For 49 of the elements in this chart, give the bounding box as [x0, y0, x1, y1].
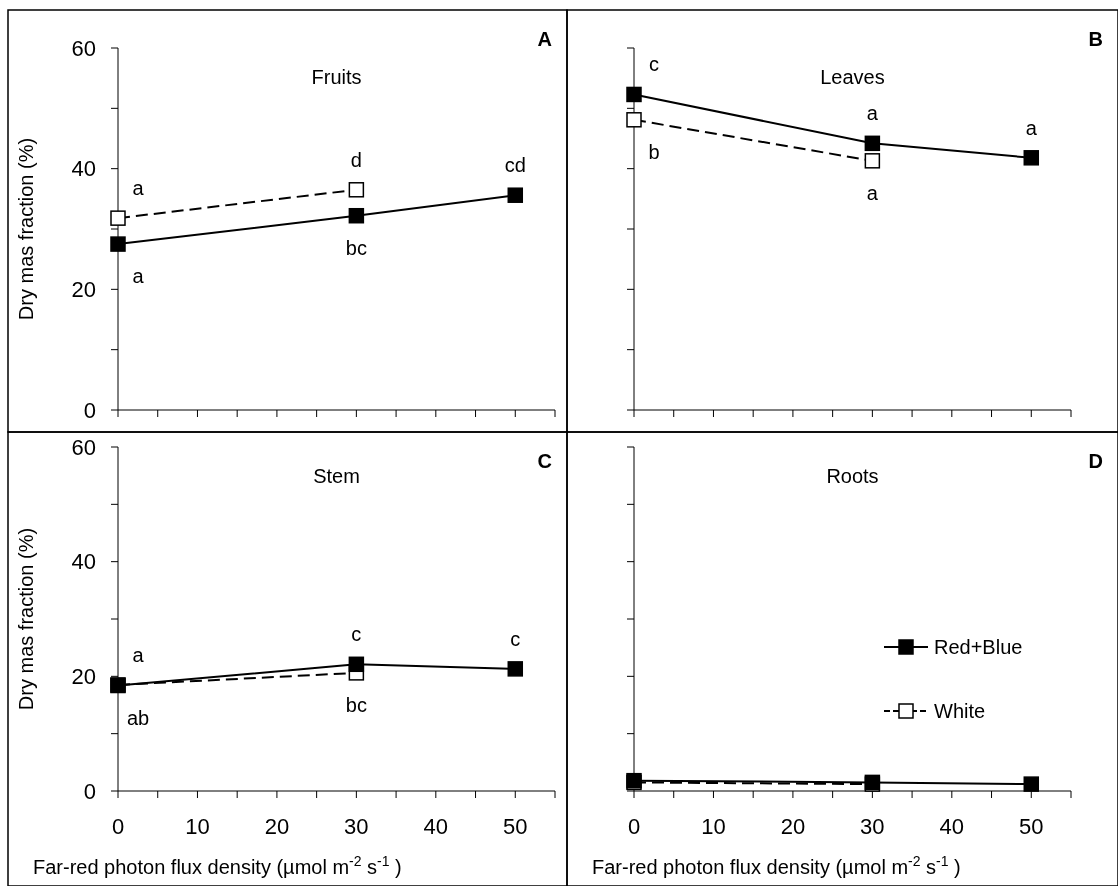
annotation: a — [866, 181, 879, 204]
y-tick-label: 20 — [71, 277, 96, 303]
x-tick-label: 0 — [111, 814, 125, 839]
x-tick-label: 20 — [780, 814, 806, 839]
x-axis-title: Far-red photon flux density (µmol m$^{-2}$ s$^{-1}$ ) — [592, 853, 961, 878]
annotation: a — [132, 643, 145, 666]
annotation: c — [351, 623, 362, 646]
annotation: a — [866, 102, 879, 125]
x-axis-title: Far-red photon flux density (µmol m$^{-2}$ s$^{-1}$ ) — [33, 853, 402, 878]
y-tick-label: 40 — [71, 156, 96, 182]
x-tick-label: 30 — [344, 814, 369, 839]
text: Roots — [826, 465, 879, 487]
x-tick-label: 40 — [939, 814, 965, 839]
x-tick-label: 10 — [701, 814, 726, 839]
x-tick-label: 40 — [423, 814, 449, 839]
text: Fruits — [311, 66, 362, 88]
x-tick-label: 50 — [1019, 814, 1044, 839]
text: D — [1088, 450, 1103, 472]
annotation: ab — [126, 706, 150, 729]
y-tick-label: 20 — [71, 664, 96, 690]
annotation: d — [350, 148, 362, 171]
y-axis-title: Dry mas fraction (%) — [15, 137, 37, 321]
x-tick-label: 30 — [860, 814, 885, 839]
annotation: b — [648, 140, 660, 163]
annotation: C — [537, 450, 552, 472]
text: Leaves — [820, 66, 885, 88]
text: B — [1088, 28, 1103, 50]
y-tick-label: 60 — [71, 434, 96, 460]
x-tick-label: 0 — [627, 814, 641, 839]
y-tick-label: 60 — [71, 35, 96, 61]
annotation: c — [649, 53, 659, 76]
annotation: c — [510, 627, 521, 650]
y-tick-label: 0 — [83, 778, 96, 804]
legend-label: Red+Blue — [934, 636, 1023, 658]
annotation: a — [132, 177, 145, 200]
annotation: cd — [504, 154, 526, 177]
annotation: a — [1025, 116, 1038, 139]
y-tick-label: 40 — [71, 549, 96, 575]
text: Stem — [313, 465, 360, 487]
annotation: a — [132, 265, 145, 288]
annotation: bc — [345, 236, 367, 259]
x-tick-label: 50 — [503, 814, 528, 839]
legend-label: White — [934, 700, 986, 722]
annotation: bc — [345, 693, 367, 716]
y-tick-label: 0 — [83, 397, 96, 423]
y-axis-title: Dry mas fraction (%) — [15, 527, 37, 711]
x-tick-label: 10 — [185, 814, 210, 839]
x-tick-label: 20 — [264, 814, 290, 839]
annotation: A — [537, 28, 552, 50]
